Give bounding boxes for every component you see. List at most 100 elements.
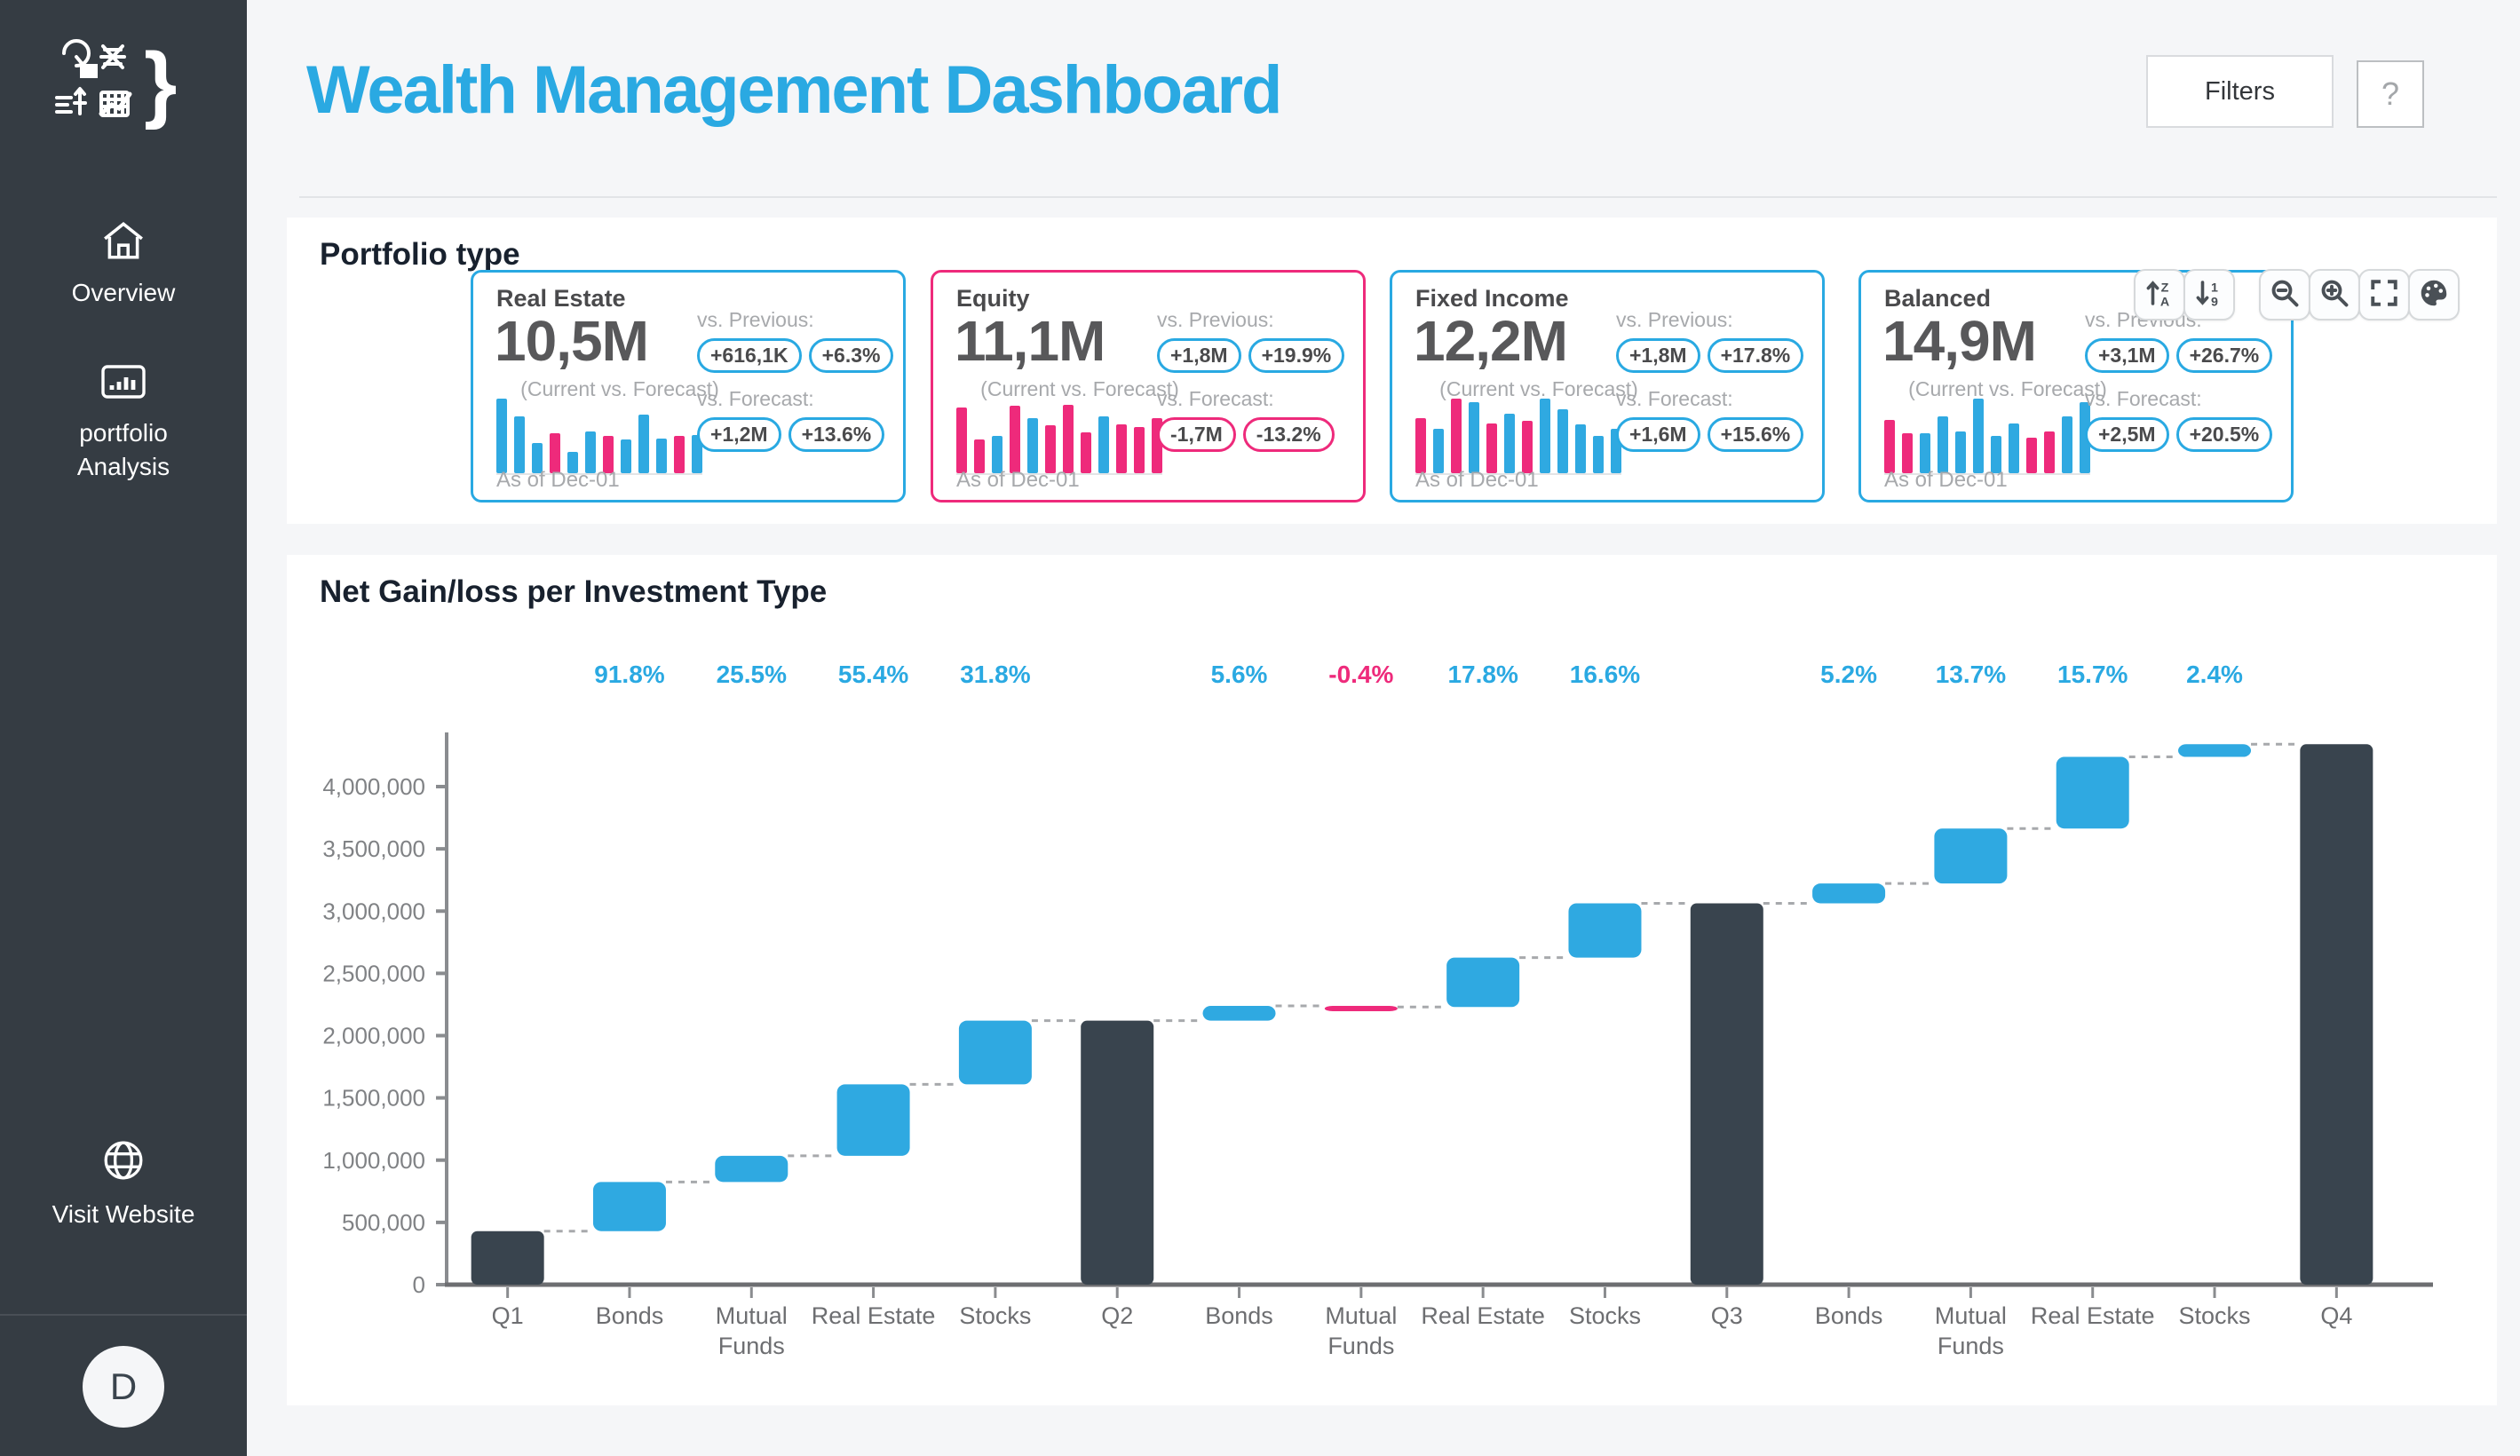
kpi-previous-badges: +616,1K +6.3%: [697, 338, 897, 373]
x-category-label: Real Estate: [1421, 1302, 1545, 1329]
percent-label: -0.4%: [1328, 661, 1393, 688]
kpi-badge: +616,1K: [697, 338, 802, 373]
percent-label: 55.4%: [838, 661, 908, 688]
kpi-subtitle: (Current vs. Forecast): [1439, 377, 1638, 400]
x-category-label: Funds: [1327, 1333, 1394, 1359]
kpi-comparisons: vs. Previous: +616,1K +6.3% vs. Forecast: +1…: [697, 308, 897, 466]
spark-bar: [1884, 419, 1895, 473]
x-category-label: Mutual: [1935, 1302, 2007, 1329]
spark-bar: [1973, 399, 1984, 473]
kpi-forecast-label: vs. Forecast:: [1157, 387, 1274, 410]
palette-button[interactable]: [2408, 269, 2460, 320]
spark-bar: [1522, 421, 1533, 473]
waterfall-bar-mutual-funds[interactable]: [1934, 828, 2008, 884]
waterfall-bar-bonds[interactable]: [1812, 883, 1886, 904]
waterfall-bar-real estate[interactable]: [836, 1084, 910, 1156]
kpi-previous-label: vs. Previous:: [1616, 308, 1733, 331]
kpi-forecast-badges: -1,7M -13.2%: [1157, 417, 1357, 452]
spark-bar: [1098, 416, 1109, 473]
waterfall-bar-bonds[interactable]: [1202, 1006, 1276, 1021]
kpi-badge: +15.6%: [1707, 417, 1804, 452]
spark-bar: [514, 416, 525, 473]
zoom-in-button[interactable]: [2309, 269, 2360, 320]
waterfall-bar-q2[interactable]: [1081, 1020, 1154, 1285]
kpi-card-equity[interactable]: Equity 11,1M (Current vs. Forecast) As of D…: [931, 270, 1366, 502]
filters-button-label: Filters: [2205, 76, 2275, 106]
sidebar-item-visit-website[interactable]: Visit Website: [0, 1138, 247, 1231]
kpi-forecast-badges: +2,5M +20.5%: [2085, 417, 2285, 452]
globe-icon: [101, 1138, 146, 1187]
zoom-out-button[interactable]: [2259, 269, 2310, 320]
waterfall-bar-bonds[interactable]: [592, 1182, 666, 1231]
kpi-card-fixed-income[interactable]: Fixed Income 12,2M (Current vs. Forecast) A…: [1390, 270, 1825, 502]
waterfall-bar-real estate[interactable]: [2056, 756, 2129, 829]
waterfall-bar-stocks[interactable]: [2178, 744, 2252, 757]
spark-bar: [656, 439, 667, 473]
y-tick-label: 2,500,000: [322, 960, 425, 986]
svg-text:Z: Z: [2161, 281, 2169, 295]
percent-label: 31.8%: [960, 661, 1030, 688]
waterfall-bar-mutual-funds[interactable]: [715, 1155, 788, 1183]
x-category-label: Funds: [1938, 1333, 2004, 1359]
waterfall-bar-q3[interactable]: [1690, 903, 1763, 1285]
help-icon: ?: [2381, 75, 2400, 112]
portfolio-section-title: Portfolio type: [320, 237, 520, 272]
spark-bar: [550, 432, 560, 473]
sidebar-item-overview[interactable]: Overview: [0, 220, 247, 310]
kpi-badge: +1,2M: [697, 417, 781, 452]
spark-bar: [2009, 423, 2019, 473]
bar-chart-icon: [100, 362, 147, 406]
x-category-label: Bonds: [1205, 1302, 1273, 1329]
kpi-sparkline: [496, 399, 702, 475]
waterfall-bar-stocks[interactable]: [1568, 903, 1642, 958]
kpi-card-real-estate[interactable]: Real Estate 10,5M (Current vs. Forecast) As…: [471, 270, 906, 502]
waterfall-bar-q4[interactable]: [2300, 744, 2373, 1285]
kpi-badge: +13.6%: [788, 417, 885, 452]
kpi-subtitle: (Current vs. Forecast): [980, 377, 1179, 400]
x-category-label: Stocks: [959, 1302, 1031, 1329]
waterfall-bar-real estate[interactable]: [1446, 957, 1520, 1008]
kpi-previous-badges: +3,1M +26.7%: [2085, 338, 2285, 373]
kpi-value: 10,5M: [495, 309, 649, 373]
kpi-badge: +26.7%: [2175, 338, 2273, 373]
kpi-previous-badges: +1,8M +17.8%: [1616, 338, 1816, 373]
kpi-badge: +19.9%: [1248, 338, 1345, 373]
kpi-subtitle: (Current vs. Forecast): [1908, 377, 2107, 400]
svg-text:A: A: [2160, 295, 2169, 309]
user-avatar[interactable]: D: [83, 1346, 164, 1428]
waterfall-bar-stocks[interactable]: [958, 1020, 1032, 1085]
brand-logo[interactable]: }: [0, 34, 247, 140]
help-button[interactable]: ?: [2357, 60, 2424, 128]
spark-bar: [585, 431, 596, 473]
x-category-label: Real Estate: [812, 1302, 936, 1329]
kpi-forecast-badges: +1,2M +13.6%: [697, 417, 897, 452]
waterfall-bar-mutual-funds[interactable]: [1324, 1006, 1398, 1012]
fullscreen-icon: [2368, 277, 2400, 313]
y-tick-label: 2,000,000: [322, 1023, 425, 1049]
spark-bar: [496, 399, 507, 473]
percent-label: 25.5%: [717, 661, 787, 688]
sidebar-item-portfolio-analysis[interactable]: portfolio Analysis: [0, 362, 247, 484]
kpi-badge: +1,8M: [1157, 338, 1241, 373]
waterfall-bar-q1[interactable]: [471, 1230, 544, 1285]
kpi-forecast-label: vs. Forecast:: [697, 387, 814, 410]
kpi-card-balanced[interactable]: Balanced 14,9M (Current vs. Forecast) As of…: [1858, 270, 2294, 502]
kpi-card-title: Fixed Income: [1415, 285, 1569, 312]
spark-bar: [1486, 423, 1497, 473]
kpi-forecast-label: vs. Forecast:: [2085, 387, 2202, 410]
spark-bar: [1991, 436, 2001, 473]
waterfall-chart: 0 500,000 1,000,000 1,500,000 2,000,000 2,500…: [322, 661, 2433, 1359]
spark-bar: [1027, 417, 1038, 473]
filters-button[interactable]: Filters: [2146, 55, 2334, 128]
spark-bar: [1469, 402, 1479, 473]
fullscreen-button[interactable]: [2358, 269, 2410, 320]
kpi-sparkline: [956, 399, 1162, 475]
header-divider: [299, 196, 2497, 198]
y-tick-label: 1,000,000: [322, 1147, 425, 1174]
spark-bar: [1134, 426, 1145, 473]
avatar-initial: D: [109, 1365, 138, 1407]
sidebar-item-label: Overview: [71, 279, 176, 306]
spark-bar: [974, 439, 985, 473]
